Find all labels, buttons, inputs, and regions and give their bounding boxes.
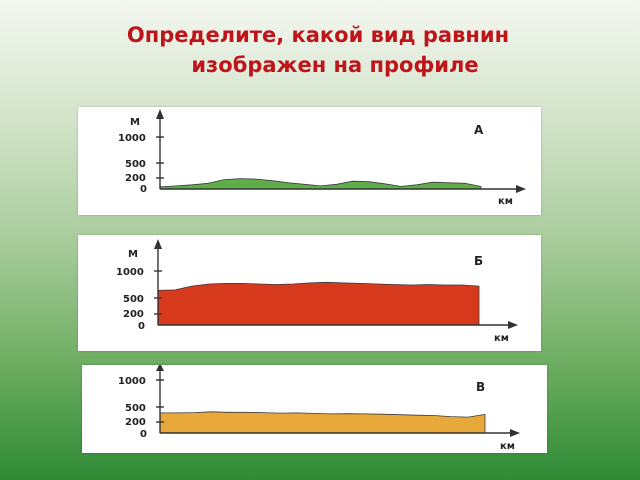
tick-label-b-0: 0 [138, 321, 145, 332]
profile-chart-a: М 1000 500 200 0 А км [118, 109, 526, 207]
profile-panel-c: 1000 500 200 0 В км [82, 365, 547, 453]
y-unit-a: М [130, 117, 140, 128]
tick-label-a-500: 500 [125, 159, 146, 170]
profile-chart-c: 1000 500 200 0 В км [118, 365, 520, 452]
x-axis-arrow-b [508, 321, 518, 329]
terrain-profile-c [159, 411, 486, 434]
y-axis-arrow-b [154, 239, 162, 249]
profile-panel-b: М 1000 500 200 0 Б км [78, 235, 541, 351]
tick-label-c-1000: 1000 [118, 376, 146, 387]
tick-label-b-1000: 1000 [116, 267, 144, 278]
tick-label-b-500: 500 [123, 294, 144, 305]
title-line-2: изображен на профиле [191, 53, 479, 77]
title-line-1: Определите, какой вид равнин [126, 23, 510, 47]
tick-label-a-1000: 1000 [118, 133, 146, 144]
y-axis-arrow-c [156, 365, 164, 371]
x-unit-a: км [498, 196, 513, 207]
x-axis-arrow-a [516, 185, 526, 193]
tick-label-a-200: 200 [125, 173, 146, 184]
x-unit-b: км [494, 333, 509, 344]
terrain-profile-b [157, 281, 480, 326]
profile-letter-c: В [476, 380, 485, 394]
profile-chart-b: М 1000 500 200 0 Б км [116, 239, 518, 344]
tick-label-c-200: 200 [125, 417, 146, 428]
tick-label-c-500: 500 [125, 403, 146, 414]
tick-label-b-200: 200 [123, 309, 144, 320]
x-unit-c: км [500, 441, 515, 452]
y-axis-arrow-a [156, 109, 164, 119]
profile-letter-b: Б [474, 254, 483, 268]
tick-label-c-0: 0 [140, 429, 147, 440]
tick-label-a-0: 0 [140, 184, 147, 195]
y-unit-b: М [128, 249, 138, 260]
terrain-profile-a [159, 178, 482, 190]
profile-panel-a: М 1000 500 200 0 А км [78, 107, 541, 215]
x-axis-arrow-c [510, 429, 520, 437]
profile-letter-a: А [474, 123, 484, 137]
slide-title: Определите, какой вид равнин изображен н… [0, 20, 640, 80]
